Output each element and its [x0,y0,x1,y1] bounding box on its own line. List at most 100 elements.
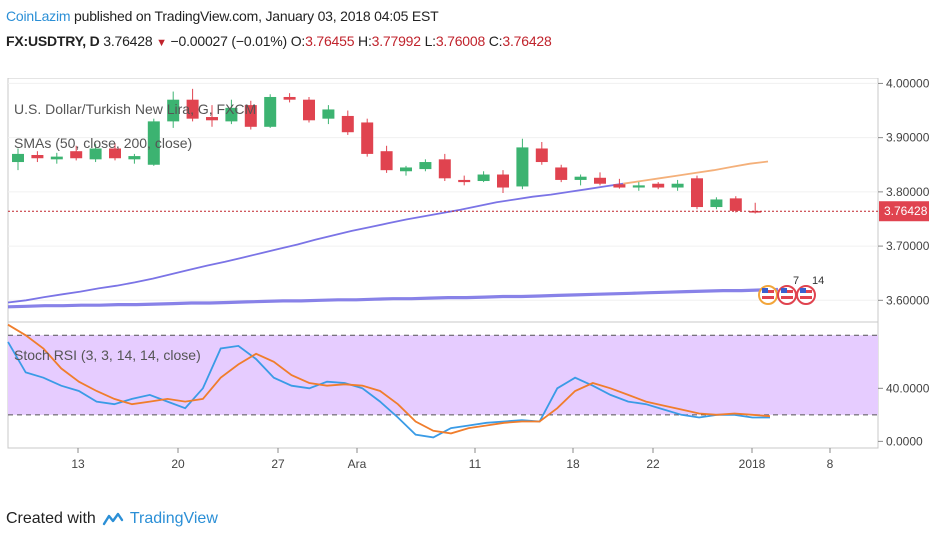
candle-body [70,151,83,159]
candle-body [400,167,412,172]
us-flag-stripe [762,296,774,299]
close-value: 3.76428 [502,33,552,49]
footer: Created with TradingView [6,510,218,528]
sma-lines [7,160,779,309]
price-tick-label: 3.90000 [886,131,930,145]
candle-body [147,121,160,165]
high-value: 3.77992 [371,33,421,49]
candle-body [419,162,432,170]
candle-body [729,198,742,211]
high-label: H: [358,33,372,49]
candle-body [341,115,354,133]
x-tick-label: 13 [71,457,85,471]
us-flag-stripe [800,296,812,299]
tradingview-brand[interactable]: TradingView [129,510,218,527]
sma-50-line [7,182,624,304]
x-tick-label: 27 [271,457,285,471]
rsi-k-line [7,341,770,439]
candle-body [574,176,587,180]
close-label: C: [488,33,503,49]
candle-body [128,156,141,160]
candle-body [652,183,665,188]
candle-body [710,199,723,208]
candle-body [749,211,762,213]
price-tick-label: 3.70000 [886,239,930,253]
candle-body [206,117,218,121]
low-label: L: [424,33,436,49]
symbol-label: FX:USDTRY, D [6,33,100,49]
candle-body [167,99,180,122]
event-count-label: 14 [812,275,824,287]
rsi-tick-label: 0.0000 [886,434,923,448]
last-price: 3.76428 [103,33,153,49]
sma-200-line [7,287,779,309]
down-arrow-icon: ▼ [156,37,167,49]
rsi-lines [7,323,771,439]
candle-body [516,147,529,187]
candle-body [225,107,238,122]
y-axis: 4.00000 3.90000 3.80000 3.70000 3.60000 40.00… [8,78,930,448]
author-link[interactable]: CoinLazim [6,8,71,24]
x-axis: 13 20 27 Ara 11 18 22 2018 8 [71,448,834,471]
event-flags[interactable]: 7 14 [758,275,824,305]
candle-body [613,184,626,188]
candle-body [322,109,335,119]
candle-body [555,167,568,180]
x-tick-label: 22 [646,457,660,471]
sma-50-line-tail [623,160,769,185]
price-grid [8,82,878,301]
candle-body [671,183,684,188]
us-flag-canton [762,288,768,293]
created-with-text: Created with [6,510,96,527]
candle-body [109,148,121,159]
price-change: −0.00027 (−0.01%) [170,33,288,49]
candles [12,88,762,214]
candle-body [89,148,102,160]
candle-body [283,96,296,100]
x-tick-label: 11 [469,457,482,471]
us-flag-canton [781,288,787,293]
price-tick-label: 4.00000 [886,78,930,90]
rsi-band [8,334,878,416]
event-count-label: 7 [793,275,799,287]
last-price-tag [879,201,929,222]
candle-body [303,99,315,121]
x-tick-label: 18 [566,457,580,471]
candle-body [691,178,703,208]
rsi-tick-label: 40.0000 [886,381,930,395]
price-chart[interactable]: 4.00000 3.90000 3.80000 3.70000 3.60000 40.00… [0,78,932,483]
candle-body [186,99,199,119]
candle-body [244,105,257,127]
rsi-d-line [7,323,771,435]
open-value: 3.76455 [305,33,355,49]
open-label: O: [290,33,306,49]
low-value: 3.76008 [435,33,486,49]
publish-line: CoinLazim published on TradingView.com, … [6,8,439,24]
x-tick-label: 2018 [739,457,766,471]
published-text: published on TradingView.com, January 03… [74,8,439,24]
candle-body [31,154,44,159]
us-flag-stripe [781,296,793,299]
x-tick-label: 20 [171,457,185,471]
price-tick-label: 3.80000 [886,185,930,199]
candle-body [438,159,451,179]
candle-body [50,156,63,160]
candle-body [535,148,548,163]
rsi-legend: Stoch RSI (3, 3, 14, 14, close) [14,347,201,363]
candle-body [264,96,277,127]
x-tick-label: 8 [827,457,834,471]
candle-body [361,122,374,154]
candle-body [477,174,490,182]
candle-body [632,185,645,188]
x-tick-label: Ara [348,457,367,471]
tradingview-logo-icon [102,512,124,526]
ohlc-line: FX:USDTRY, D 3.76428 ▼ −0.00027 (−0.01%)… [6,33,552,49]
candle-body [12,153,24,163]
price-tick-label: 3.60000 [886,293,930,307]
chart-title: U.S. Dollar/Turkish New Lira, G, FXCM [14,101,256,117]
candle-body [380,151,393,171]
candle-body [594,177,606,184]
candle-body [458,179,471,183]
last-price-tag-label: 3.76428 [884,204,928,218]
sma-legend: SMAs (50, close, 200, close) [14,135,192,151]
